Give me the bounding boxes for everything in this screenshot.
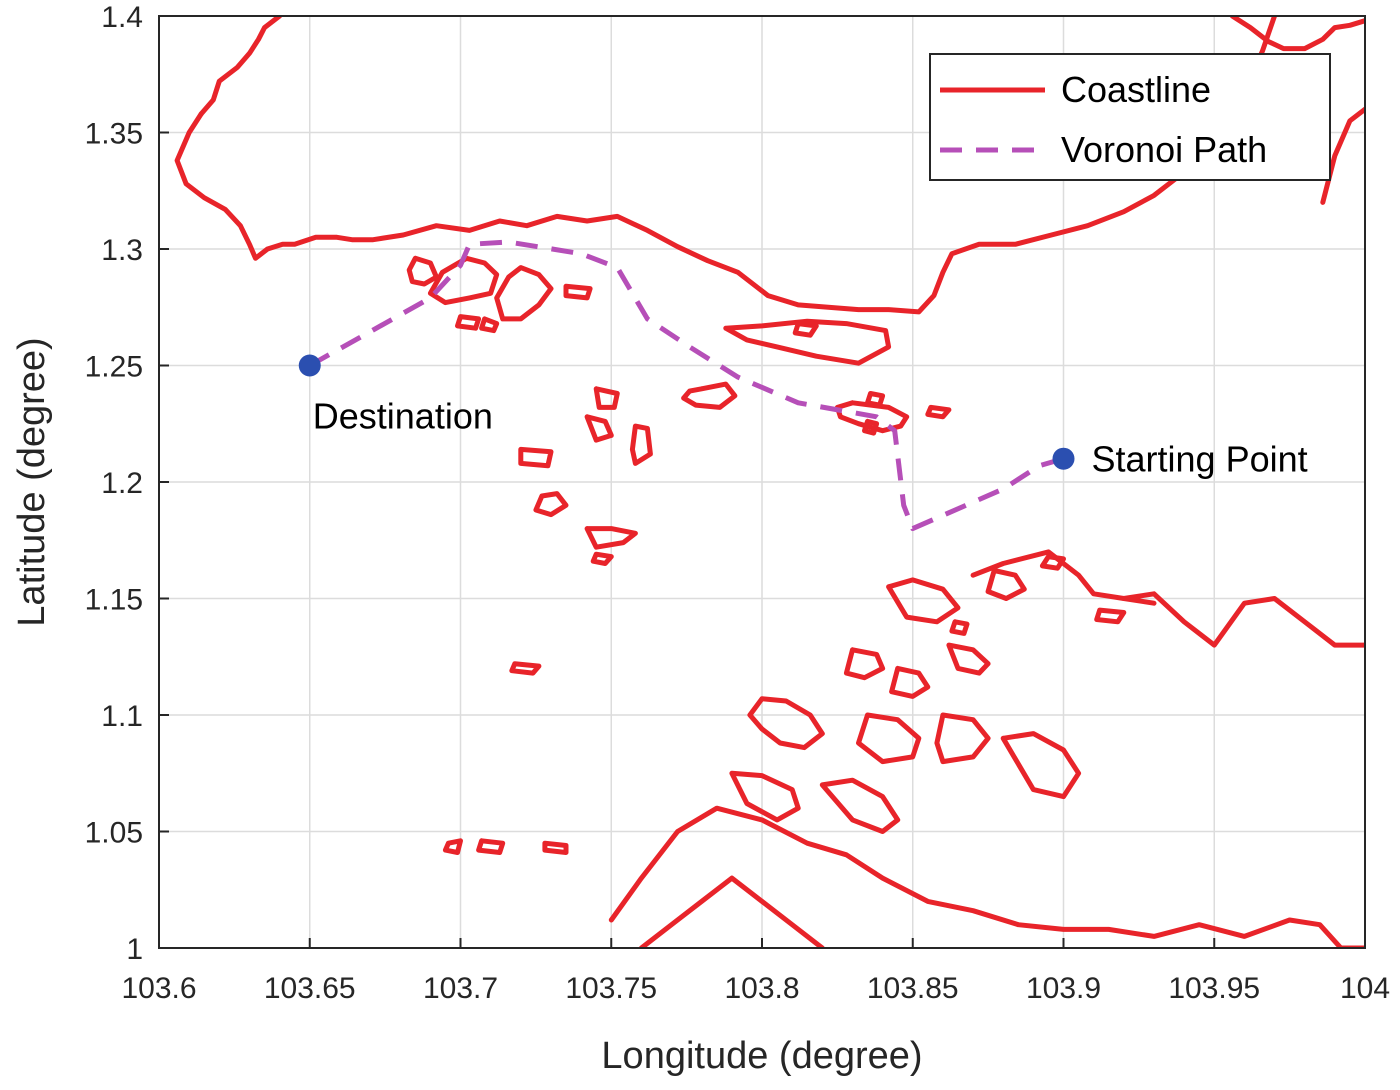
coastline-segment <box>970 549 1157 606</box>
coastline-segment <box>584 414 614 443</box>
x-tick-label: 103.75 <box>565 972 657 1005</box>
y-axis-title: Latitude (degree) <box>11 337 53 626</box>
y-tick-label: 1 <box>126 933 143 966</box>
coastline-segment <box>747 696 825 751</box>
point-marker-starting-point <box>1052 447 1075 470</box>
legend-label-coastline: Coastline <box>1061 69 1211 110</box>
coastline-segment <box>723 318 892 366</box>
coastline-segment <box>542 840 569 855</box>
coastline-segment <box>198 16 283 117</box>
coastline-segment <box>174 16 1277 315</box>
coastline-segment <box>865 391 886 408</box>
coastline-segment <box>1039 554 1066 571</box>
x-tick-label: 104 <box>1340 972 1390 1005</box>
x-tick-label: 103.65 <box>264 972 356 1005</box>
coastline-segment <box>638 875 825 948</box>
coastline-segment <box>584 526 638 550</box>
legend-box <box>929 53 1331 181</box>
y-tick-label: 1.35 <box>85 118 143 151</box>
annotation-destination: Destination <box>313 396 493 437</box>
coastline-segment <box>856 712 922 765</box>
coastline-segment <box>593 386 620 410</box>
coastline-segment <box>1000 731 1082 800</box>
coastline-segment <box>590 551 614 566</box>
coastline-segment <box>518 446 554 469</box>
annotation-starting-point: Starting Point <box>1092 439 1308 480</box>
coastline-segment <box>819 777 901 834</box>
x-tick-label: 103.9 <box>1026 972 1101 1005</box>
legend-label-voronoi-path: Voronoi Path <box>1061 129 1267 170</box>
coastline-segment <box>455 314 482 331</box>
points-layer: Destination Starting Point <box>298 354 1308 480</box>
y-tick-label: 1.2 <box>101 467 143 500</box>
y-tick-labels: 1 1.05 1.1 1.15 1.2 1.25 1.3 1.35 1.4 <box>85 1 169 966</box>
x-tick-label: 103.8 <box>724 972 799 1005</box>
coastline-segment <box>889 665 931 699</box>
coastline-segment <box>1229 16 1365 52</box>
coastline-segment <box>862 418 880 436</box>
coastline-segment <box>608 805 1365 948</box>
y-tick-label: 1.3 <box>101 234 143 267</box>
coastline-segment <box>533 491 569 518</box>
coastline-segment <box>406 255 439 287</box>
coastline-segment <box>985 568 1027 601</box>
coastline-segment <box>934 712 991 765</box>
coastline-segment <box>427 255 500 306</box>
x-tick-label: 103.6 <box>121 972 196 1005</box>
legend: Coastline Voronoi Path <box>929 53 1331 181</box>
coastline-segment <box>442 838 463 855</box>
x-tick-label: 103.85 <box>867 972 959 1005</box>
x-tick-label: 103.95 <box>1168 972 1260 1005</box>
coastline-segment <box>509 661 542 676</box>
coastline-segment <box>681 381 738 410</box>
coastline-segment <box>886 577 961 625</box>
voronoi-path-line <box>308 239 1065 532</box>
coastline-segment <box>946 642 991 676</box>
coastline-segment <box>494 265 554 322</box>
coastline-segment <box>949 619 970 636</box>
coastline-segment <box>479 316 500 334</box>
x-tick-label: 103.7 <box>423 972 498 1005</box>
coastline-segment <box>925 404 952 420</box>
y-tick-label: 1.05 <box>85 817 143 850</box>
coastline-segment <box>843 647 886 681</box>
x-tick-labels: 103.6 103.65 103.7 103.75 103.8 103.85 103.9 10… <box>121 938 1390 1005</box>
y-tick-label: 1.4 <box>101 1 143 34</box>
coastline-segment <box>792 321 819 338</box>
y-tick-label: 1.15 <box>85 584 143 617</box>
coastline-segment <box>563 283 593 301</box>
y-tick-label: 1.1 <box>101 700 143 733</box>
coastline-segment <box>729 770 801 823</box>
coastline-segment <box>629 423 653 466</box>
coastline-segment <box>476 838 506 855</box>
coastline-layer <box>174 16 1365 948</box>
voronoi-path-layer <box>308 239 1065 532</box>
coastline-segment <box>1121 591 1365 648</box>
y-tick-label: 1.25 <box>85 351 143 384</box>
point-marker-destination <box>298 354 321 377</box>
x-axis-title: Longitude (degree) <box>601 1035 922 1077</box>
coastline-segment <box>1094 607 1127 625</box>
